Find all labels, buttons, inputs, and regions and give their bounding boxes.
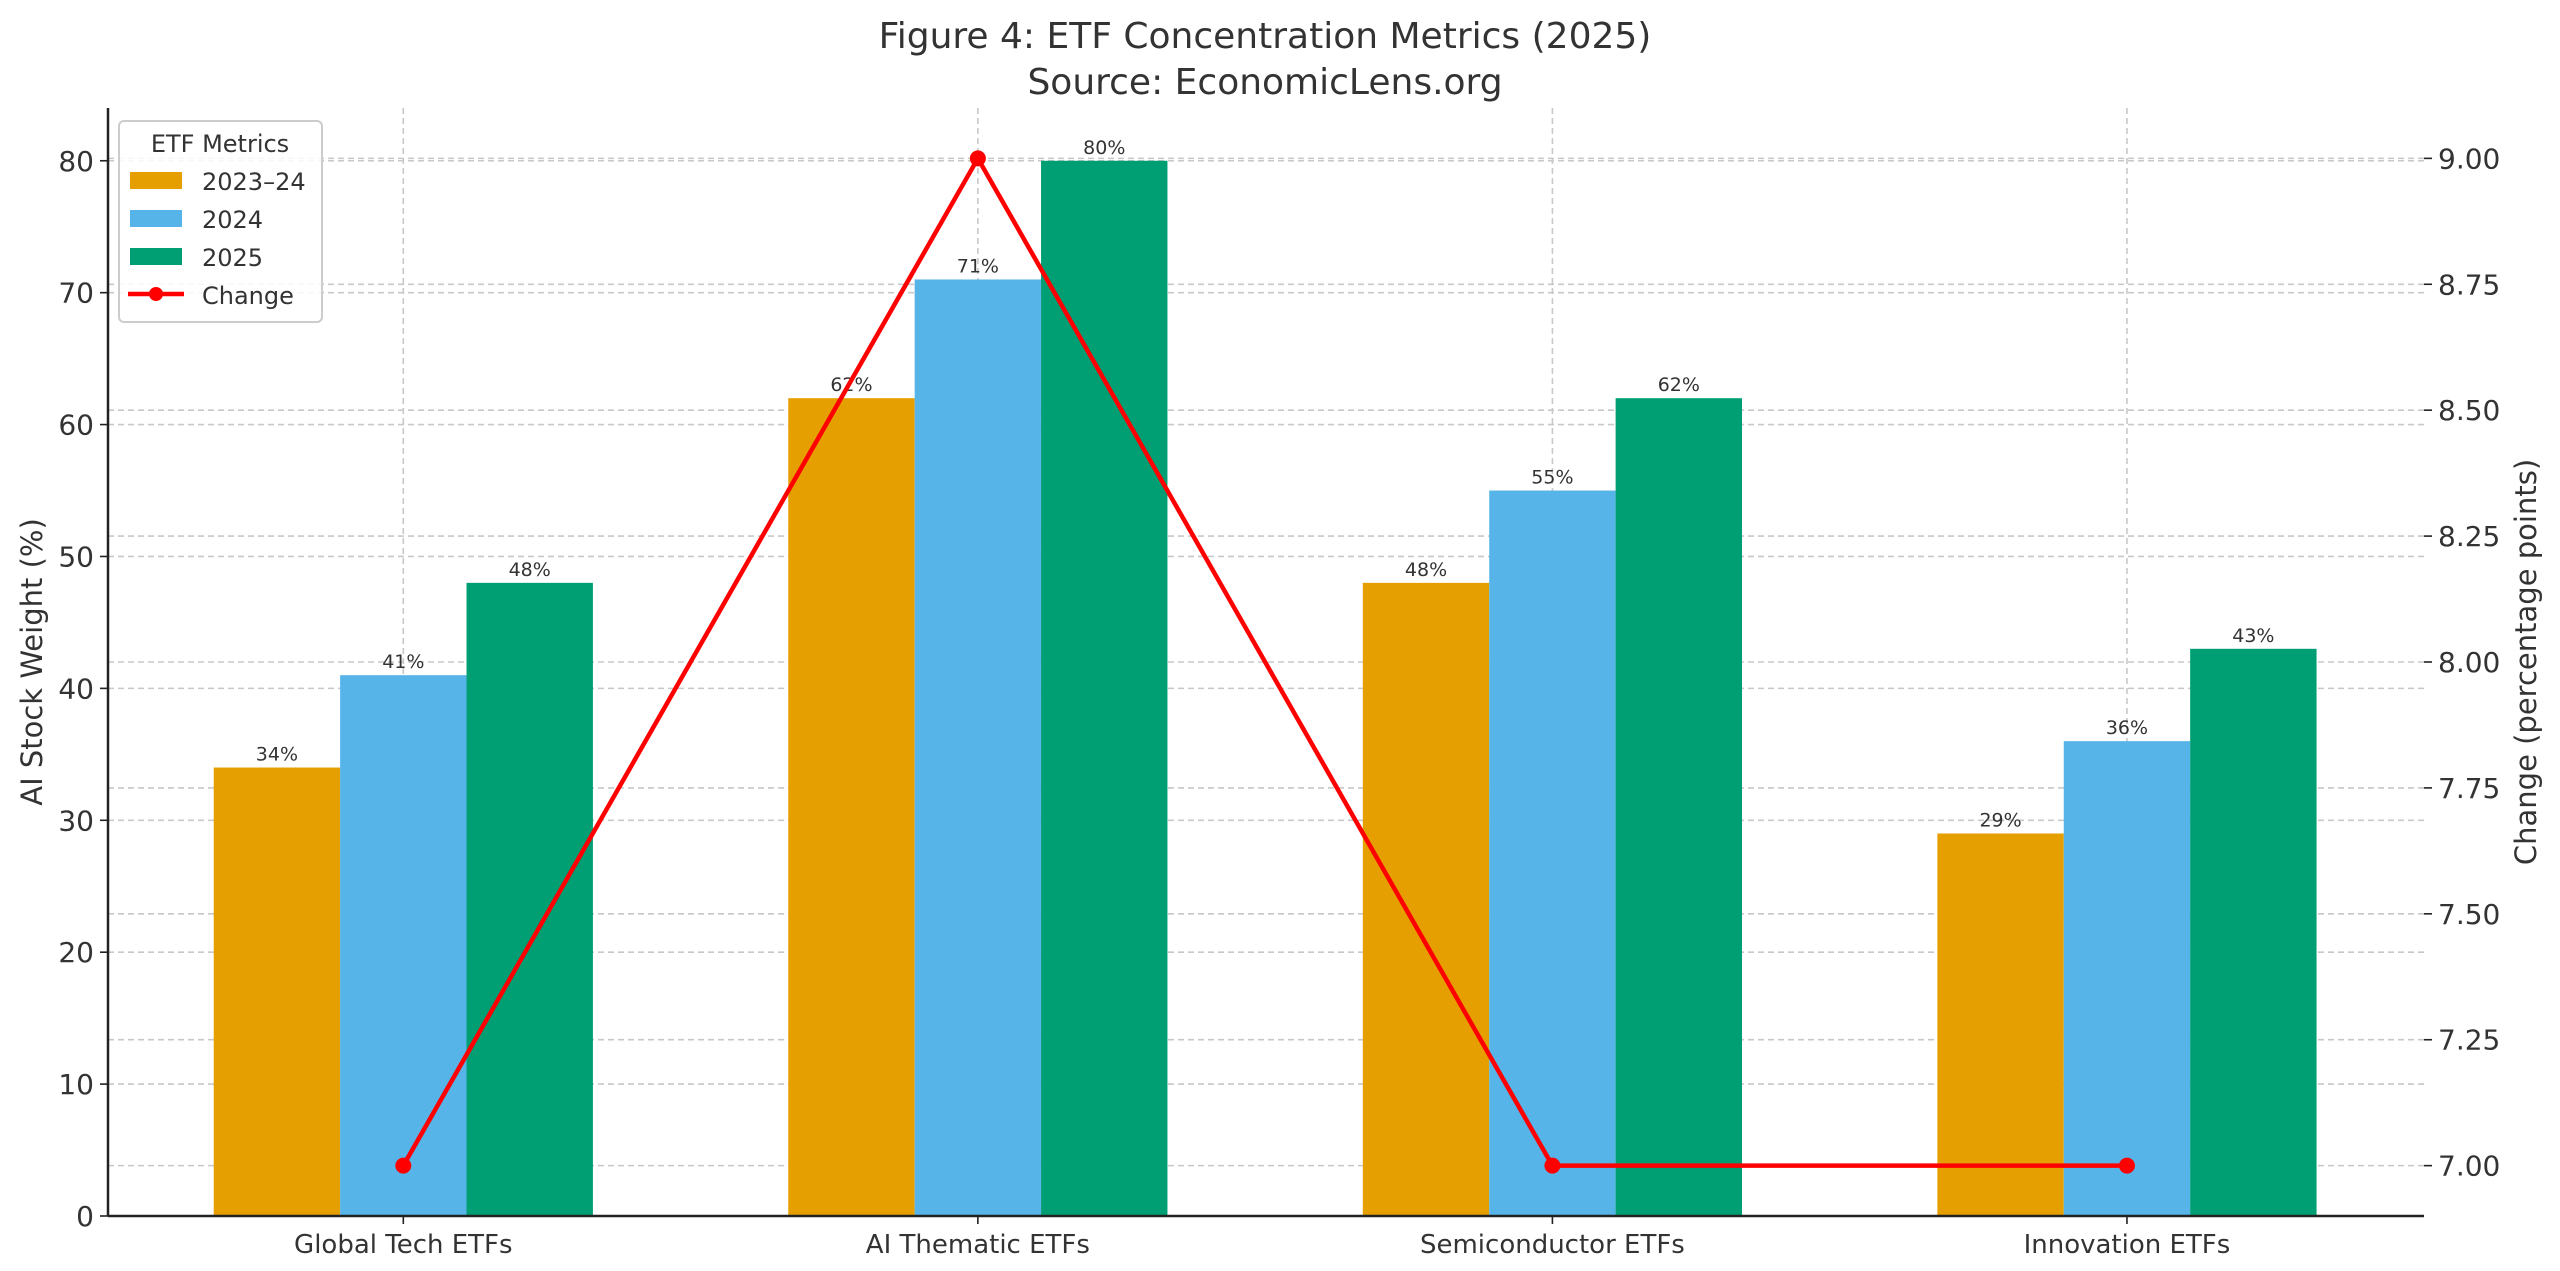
y-tick-label: 20 [58,936,94,969]
legend: ETF Metrics 2023–24 2024 2025 Change [118,120,323,323]
legend-swatch [130,172,182,189]
legend-title: ETF Metrics [151,130,289,158]
bar-labels: 34% 62% 48% 29% 41% 71% 55% 36% 48% 80% 62% 43% [256,137,2275,832]
y-tick-label: 10 [58,1068,94,1101]
bar [2063,741,2191,1216]
legend-label: Change [202,282,294,310]
bar-label: 48% [509,559,551,581]
bar-label: 41% [382,651,424,673]
legend-swatch [130,248,182,265]
y2-tick-label: 7.00 [2438,1150,2500,1183]
bar-label: 29% [1979,809,2021,831]
y2-tick-label: 8.75 [2438,268,2500,301]
change-line [395,150,2135,1174]
legend-swatch [130,210,182,227]
bar [788,398,915,1216]
y2-tick-label: 8.25 [2438,520,2500,553]
change-point [969,150,986,167]
x-tick-label: Innovation ETFs [2024,1230,2231,1260]
legend-label: 2024 [202,206,263,234]
bar-label: 62% [830,374,872,396]
chart-subtitle: Source: EconomicLens.org [1027,62,1502,103]
change-point [2118,1157,2135,1174]
legend-swatch-marker [149,287,163,301]
y-tick-label: 30 [58,804,94,837]
y-tick-label: 70 [58,277,94,310]
legend-box [118,120,323,323]
y-tick-label: 80 [58,145,94,178]
legend-label: 2023–24 [202,168,306,196]
y2-tick-label: 8.50 [2438,394,2500,427]
change-point [395,1157,412,1174]
y-axis-label: AI Stock Weight (%) [15,518,49,806]
bar [1041,160,1168,1216]
bar-label: 36% [2106,717,2148,739]
change-point [1544,1157,1561,1174]
bar-label: 48% [1405,559,1447,581]
axes: 0 10 20 30 40 50 60 70 80 7.00 7.25 7.50 7.75 8.00 8.2… [58,108,2500,1260]
bar-label: 34% [256,744,298,766]
y-tick-label: 60 [58,409,94,442]
bar [914,279,1042,1216]
bar-label: 80% [1083,137,1125,159]
y2-tick-label: 7.25 [2438,1024,2500,1057]
y2-tick-label: 7.50 [2438,898,2500,931]
y2-axis-label: Change (percentage points) [2509,459,2543,865]
bar [1362,582,1490,1216]
y-tick-label: 40 [58,672,94,705]
bar [213,767,341,1216]
bars [213,160,2317,1216]
bar-label: 55% [1531,467,1573,489]
y2-tick-label: 9.00 [2438,142,2500,175]
y-tick-label: 50 [58,540,94,573]
x-tick-label: AI Thematic ETFs [866,1230,1090,1260]
bar [340,675,467,1216]
y2-tick-label: 7.75 [2438,772,2500,805]
y-tick-label: 0 [76,1200,94,1233]
bar [2190,648,2317,1216]
chart-title: Figure 4: ETF Concentration Metrics (202… [879,16,1652,57]
bar-label: 71% [957,255,999,277]
x-tick-label: Global Tech ETFs [294,1230,513,1260]
y2-tick-label: 8.00 [2438,646,2500,679]
bar [1937,833,2064,1216]
bar [466,582,593,1216]
bar [1489,490,1616,1216]
bar-label: 43% [2232,625,2274,647]
bar-label: 62% [1658,374,1700,396]
legend-label: 2025 [202,244,263,272]
change-line-path [401,153,2127,1168]
bar [1615,398,1743,1216]
x-tick-label: Semiconductor ETFs [1420,1230,1685,1260]
